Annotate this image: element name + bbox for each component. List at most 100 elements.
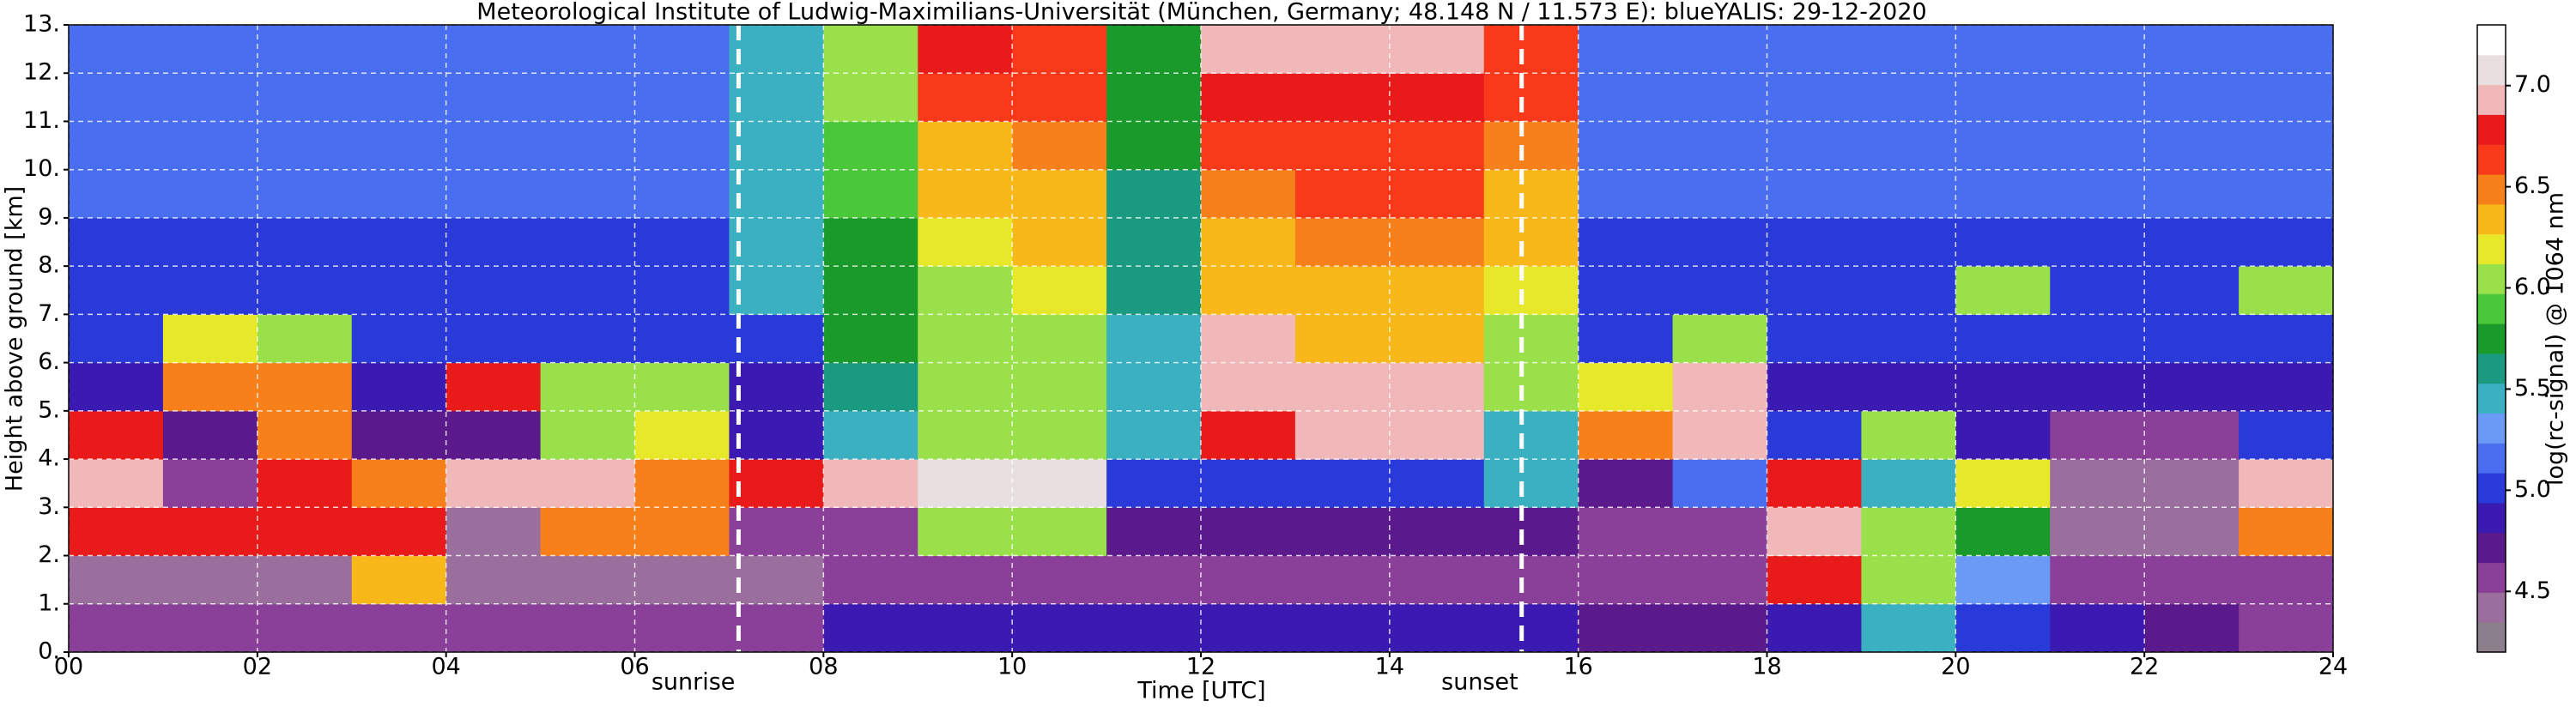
y-tick-label: 9.	[38, 203, 60, 230]
heatmap-cell	[351, 362, 447, 412]
heatmap-cell	[1483, 507, 1579, 557]
heatmap-cell	[2050, 410, 2145, 460]
annotation-label: sunrise	[652, 669, 736, 696]
heatmap-cell	[69, 25, 164, 74]
heatmap-cell	[2239, 73, 2334, 122]
heatmap-cell	[1106, 410, 1202, 460]
heatmap-cell	[1483, 121, 1579, 171]
heatmap-cell	[162, 507, 258, 557]
colorbar-segment	[2477, 84, 2506, 115]
colorbar-segment	[2477, 25, 2506, 56]
heatmap-cell	[2239, 314, 2334, 364]
heatmap-cell	[2144, 410, 2240, 460]
heatmap-cell	[1389, 73, 1485, 122]
heatmap-cell	[1578, 25, 1674, 74]
heatmap-cell	[1389, 603, 1485, 653]
heatmap-cell	[351, 507, 447, 557]
heatmap-cell	[1294, 362, 1391, 412]
heatmap-cell	[2144, 266, 2240, 315]
colorbar-tick-label: 7.0	[2514, 71, 2551, 98]
heatmap-cell	[1389, 555, 1485, 605]
heatmap-cell	[69, 121, 164, 171]
heatmap-cell	[1578, 459, 1674, 508]
heatmap-cell	[634, 73, 730, 122]
heatmap-cell	[1106, 314, 1202, 364]
heatmap-cell	[162, 266, 258, 315]
heatmap-cell	[1012, 314, 1107, 364]
heatmap-cell	[1767, 603, 1862, 653]
heatmap-cell	[1767, 217, 1862, 267]
heatmap-cell	[2050, 266, 2145, 315]
heatmap-cell	[1012, 410, 1107, 460]
heatmap-cell	[1483, 73, 1579, 122]
heatmap-cell	[634, 217, 730, 267]
heatmap-cell	[634, 121, 730, 171]
heatmap-cell	[2144, 217, 2240, 267]
colorbar-segment	[2477, 233, 2506, 264]
heatmap-cell	[257, 603, 353, 653]
heatmap-cell	[351, 121, 447, 171]
heatmap-cell	[1767, 459, 1862, 508]
heatmap-cell	[1955, 169, 2051, 219]
x-tick-label: 02	[243, 654, 272, 680]
heatmap-cell	[540, 507, 635, 557]
heatmap-cell	[257, 459, 353, 508]
heatmap-cell	[1578, 217, 1674, 267]
heatmap-cell	[1767, 121, 1862, 171]
heatmap-cell	[2239, 410, 2334, 460]
heatmap-cell	[540, 266, 635, 315]
heatmap-cell	[1389, 266, 1485, 315]
colorbar-label: log(rc-signal) @ 1064 nm	[2543, 192, 2569, 486]
heatmap-cell	[1861, 603, 1956, 653]
annotation-label: sunset	[1441, 669, 1518, 696]
heatmap-cell	[1106, 603, 1202, 653]
colorbar-tick-label: 5.0	[2514, 476, 2551, 503]
heatmap-cell	[1483, 25, 1579, 74]
heatmap-cell	[1955, 603, 2051, 653]
heatmap-cell	[823, 169, 918, 219]
heatmap-cell	[351, 459, 447, 508]
heatmap-cell	[1201, 25, 1296, 74]
heatmap-cell	[445, 507, 542, 557]
x-tick-label: 08	[809, 654, 838, 680]
heatmap-cell	[1767, 169, 1862, 219]
heatmap-cell	[445, 314, 542, 364]
heatmap-cell	[162, 25, 258, 74]
heatmap-cell	[257, 362, 353, 412]
colorbar-segment	[2477, 473, 2506, 504]
heatmap-cell	[1578, 73, 1674, 122]
heatmap-cell	[2050, 362, 2145, 412]
heatmap-cell	[162, 217, 258, 267]
heatmap-cell	[823, 555, 918, 605]
heatmap-cell	[1201, 603, 1296, 653]
heatmap-cell	[1483, 555, 1579, 605]
heatmap-cell	[729, 410, 824, 460]
heatmap-cell	[1012, 169, 1107, 219]
heatmap-cell	[1767, 25, 1862, 74]
heatmap-cell	[1201, 73, 1296, 122]
colorbar-frame	[2476, 24, 2506, 653]
heatmap-cell	[162, 73, 258, 122]
heatmap-cell	[445, 73, 542, 122]
heatmap-cell	[1767, 362, 1862, 412]
heatmap-cell	[1201, 507, 1296, 557]
colorbar-segment	[2477, 413, 2506, 444]
heatmap-cell	[351, 25, 447, 74]
heatmap-cell	[69, 507, 164, 557]
heatmap-cell	[918, 410, 1013, 460]
heatmap-cell	[1294, 217, 1391, 267]
heatmap-cell	[729, 73, 824, 122]
heatmap-cell	[162, 410, 258, 460]
heatmap-cell	[1861, 217, 1956, 267]
y-tick-label: 12.	[23, 59, 60, 86]
heatmap-cell	[2050, 459, 2145, 508]
heatmap-cell	[1483, 169, 1579, 219]
heatmap-cell	[1767, 314, 1862, 364]
heatmap-cell	[1106, 555, 1202, 605]
heatmap-cell	[445, 217, 542, 267]
heatmap-cell	[1861, 362, 1956, 412]
heatmap-cell	[918, 121, 1013, 171]
heatmap-cell	[69, 459, 164, 508]
heatmap-cell	[1106, 459, 1202, 508]
